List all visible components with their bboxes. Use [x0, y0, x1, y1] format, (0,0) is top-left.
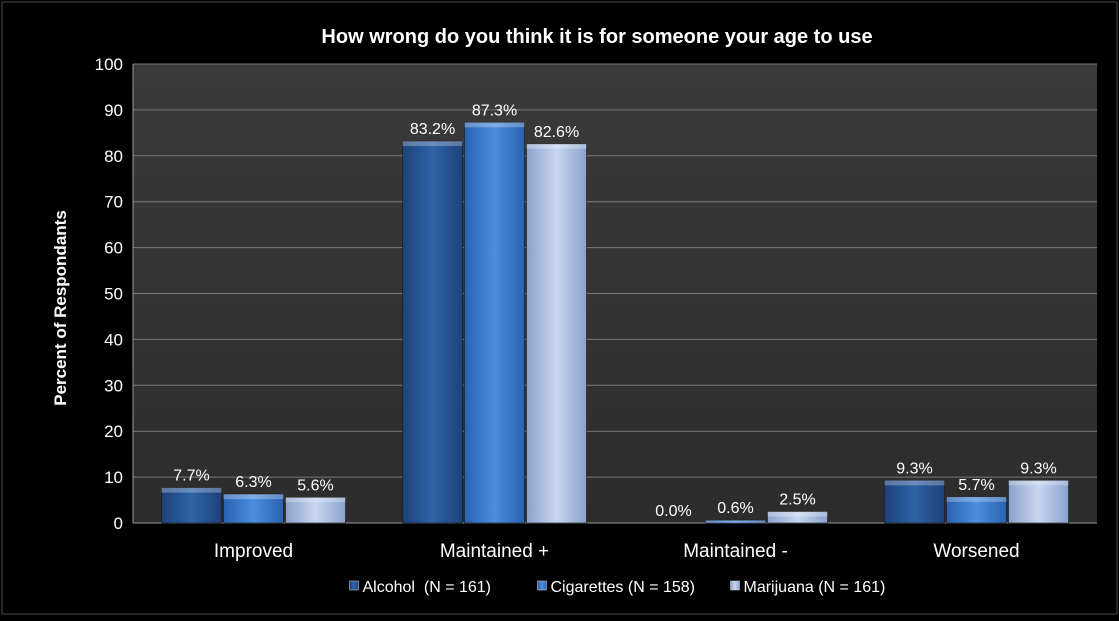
- x-tick-label: Worsened: [933, 541, 1019, 562]
- bar: [464, 121, 525, 524]
- y-tick-label: 100: [95, 55, 123, 74]
- y-tick-label: 30: [104, 376, 123, 395]
- bar-highlight: [767, 511, 828, 517]
- bar-highlight: [1008, 480, 1069, 486]
- y-axis-title: Percent of Respondants: [51, 210, 70, 406]
- data-label: 5.6%: [297, 477, 333, 494]
- y-tick-label: 70: [104, 193, 123, 212]
- data-label: 0.6%: [717, 500, 753, 517]
- y-tick-label: 80: [104, 147, 123, 166]
- legend: Alcohol (N = 161) Cigarettes (N = 158) Mar…: [349, 579, 886, 596]
- x-tick-label: Maintained -: [683, 541, 788, 562]
- bar: [767, 511, 828, 524]
- legend-swatch: [537, 580, 547, 591]
- bar: [161, 487, 222, 524]
- data-label: 87.3%: [472, 102, 517, 119]
- bar-highlight: [402, 141, 463, 147]
- bar: [526, 143, 587, 524]
- bar: [1008, 480, 1069, 524]
- y-tick-label: 60: [104, 239, 123, 258]
- bar-highlight: [223, 494, 284, 500]
- bar: [705, 519, 766, 524]
- data-label: 9.3%: [896, 460, 932, 477]
- data-label: 6.3%: [235, 474, 271, 491]
- bar-highlight: [285, 497, 346, 503]
- y-tick-label: 50: [104, 285, 123, 304]
- data-labels: 7.7% 6.3% 5.6% 83.2% 87.3% 82.6% 0.0% 0.6% 2.5% 9…: [173, 102, 1056, 520]
- y-axis-ticks: 0 10 20 30 40 50 60 70 80 90 100: [95, 55, 123, 533]
- legend-swatch: [349, 580, 359, 591]
- bar-highlight: [464, 122, 525, 128]
- bar-highlight: [884, 480, 945, 486]
- y-tick-label: 0: [114, 514, 123, 533]
- bar-highlight: [526, 143, 587, 149]
- legend-label: Marijuana (N = 161): [744, 579, 886, 596]
- data-label: 2.5%: [779, 492, 815, 509]
- data-label: 0.0%: [655, 503, 691, 520]
- bar: [884, 480, 945, 524]
- x-tick-label: Maintained +: [440, 541, 549, 562]
- data-label: 82.6%: [534, 124, 579, 141]
- bar-highlight: [946, 496, 1007, 502]
- bar: [223, 493, 284, 524]
- legend-label: Cigarettes (N = 158): [551, 579, 696, 596]
- bar: [285, 496, 346, 524]
- x-tick-label: Improved: [214, 541, 293, 562]
- bar: [946, 496, 1007, 524]
- y-tick-label: 10: [104, 468, 123, 487]
- legend-swatch: [730, 580, 740, 591]
- bar: [402, 140, 463, 524]
- bar-highlight: [705, 520, 766, 523]
- legend-label: Alcohol (N = 161): [363, 579, 492, 596]
- data-label: 83.2%: [410, 121, 455, 138]
- y-tick-label: 40: [104, 330, 123, 349]
- data-label: 9.3%: [1020, 460, 1056, 477]
- y-tick-label: 90: [104, 101, 123, 120]
- chart-title: How wrong do you think it is for someone…: [321, 26, 872, 48]
- data-label: 5.7%: [958, 477, 994, 494]
- gridlines: [132, 63, 1097, 524]
- bars: [161, 121, 1069, 524]
- y-tick-label: 20: [104, 422, 123, 441]
- x-axis-ticks: Improved Maintained + Maintained - Worsened: [214, 541, 1020, 562]
- data-label: 7.7%: [173, 468, 209, 485]
- bar-highlight: [161, 487, 222, 493]
